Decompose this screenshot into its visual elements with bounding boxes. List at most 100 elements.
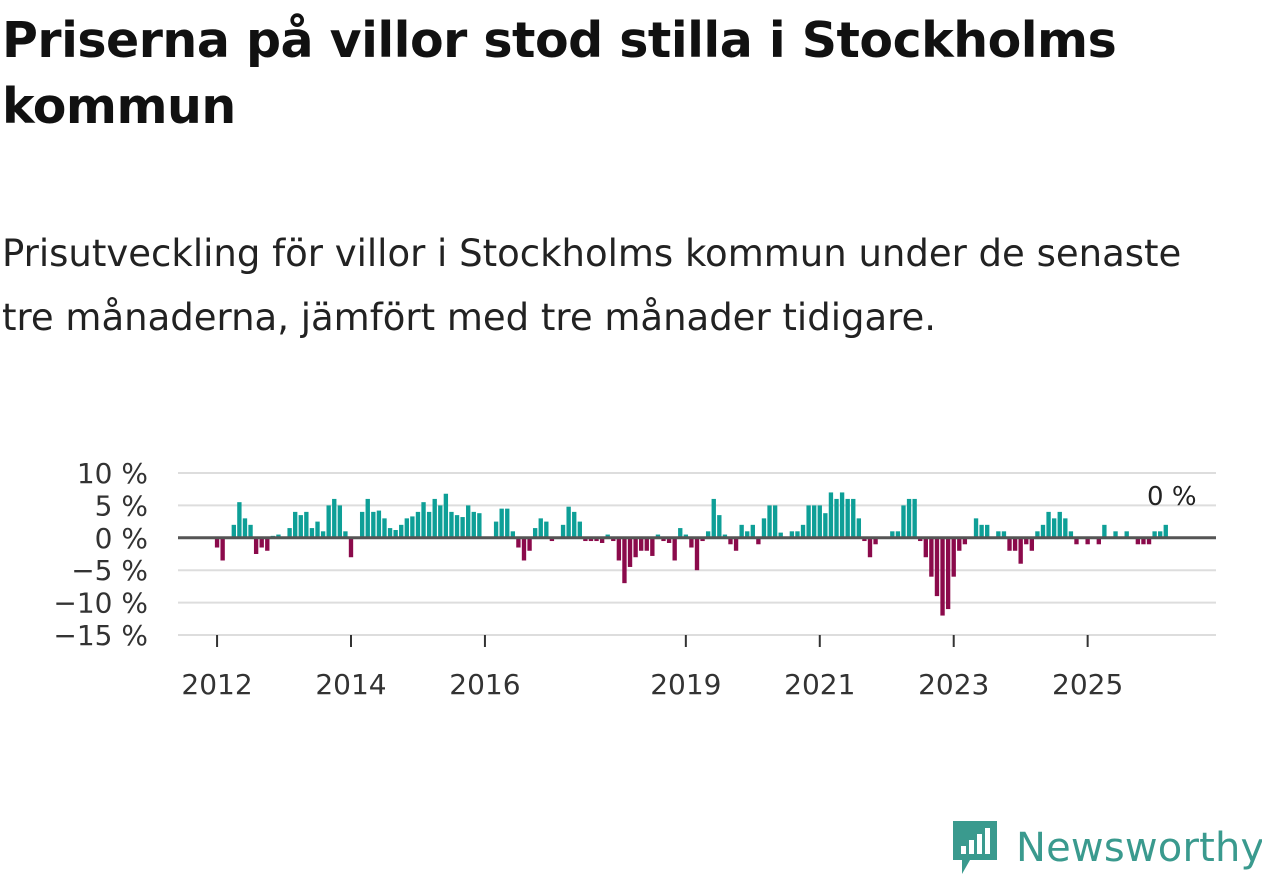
bar — [728, 537, 733, 545]
bar — [912, 498, 917, 538]
bar — [410, 516, 415, 538]
x-axis-ticks: 2012 2014 2016 2019 2021 2023 2025 — [181, 635, 1123, 700]
bar — [772, 505, 778, 538]
bar — [705, 531, 711, 538]
newsworthy-logo: Newsworthy — [950, 818, 1262, 878]
bar — [996, 531, 1001, 538]
bar — [438, 505, 443, 538]
bar — [399, 524, 404, 538]
bar — [806, 505, 811, 538]
bar — [906, 498, 912, 538]
bar — [404, 518, 409, 538]
bar — [839, 492, 845, 538]
bar — [834, 498, 839, 538]
bar — [767, 505, 772, 538]
bar — [1085, 537, 1090, 545]
bar — [1035, 531, 1040, 538]
bar — [940, 537, 945, 616]
bar — [1051, 518, 1057, 538]
bar — [1018, 537, 1023, 564]
bar — [745, 531, 750, 538]
bar-chart: 10 %5 %0 %−5 %−10 %−15 % 2012 2014 2016 201… — [53, 457, 1216, 700]
bar — [415, 511, 421, 538]
bar — [510, 531, 516, 538]
x-tick-label: 2016 — [449, 668, 520, 700]
bar — [220, 537, 225, 561]
bar — [1096, 537, 1101, 545]
bar — [611, 537, 616, 542]
bar — [532, 528, 538, 538]
bar — [304, 511, 309, 538]
y-tick-label: −15 % — [53, 619, 148, 652]
bar — [678, 528, 683, 538]
bar — [1040, 524, 1046, 538]
bar — [633, 537, 638, 558]
bar — [689, 537, 694, 548]
bar — [505, 508, 510, 538]
bar — [566, 506, 571, 538]
bar — [817, 505, 822, 538]
bar — [951, 537, 956, 577]
y-tick-label: −5 % — [71, 554, 148, 587]
bar — [761, 518, 767, 538]
chart-subtitle: Prisutveckling för villor i Stockholms k… — [2, 232, 1182, 339]
x-tick-label: 2021 — [784, 668, 855, 700]
bar — [1135, 537, 1141, 545]
bar — [516, 537, 521, 548]
bar — [962, 537, 968, 545]
bar — [376, 510, 382, 538]
bar — [460, 517, 465, 538]
bar — [1029, 537, 1035, 551]
bar — [1068, 531, 1074, 538]
bar — [544, 521, 549, 538]
bar — [683, 534, 689, 538]
bar — [259, 537, 264, 548]
bar — [477, 513, 482, 538]
bar — [449, 511, 454, 538]
bar — [332, 498, 337, 538]
bar — [265, 537, 270, 551]
bar — [1046, 511, 1051, 538]
bar — [756, 537, 761, 545]
x-tick-label: 2023 — [918, 668, 989, 700]
x-tick-label: 2012 — [181, 668, 252, 700]
x-tick-label: 2019 — [650, 668, 721, 700]
bar — [560, 524, 566, 538]
bar — [851, 498, 856, 538]
bar — [309, 528, 315, 538]
bar — [298, 515, 303, 538]
bar — [1057, 511, 1062, 538]
bar — [454, 515, 460, 538]
bar — [873, 537, 878, 545]
y-tick-label: −10 % — [53, 587, 148, 620]
bar — [276, 534, 281, 538]
bar — [599, 537, 605, 543]
bar — [348, 537, 354, 558]
bar — [945, 537, 951, 610]
bar — [1001, 531, 1007, 538]
bar — [387, 528, 393, 538]
bar — [214, 537, 220, 548]
bar — [700, 537, 705, 542]
bar — [795, 531, 800, 538]
bar — [828, 492, 834, 538]
bar — [845, 498, 850, 538]
bar — [973, 518, 979, 538]
bar — [1113, 531, 1118, 538]
bar — [572, 511, 577, 538]
bar — [661, 537, 666, 542]
bar — [862, 537, 867, 542]
bar — [242, 518, 248, 538]
bar — [1012, 537, 1018, 551]
bar — [521, 537, 527, 561]
bar — [293, 511, 298, 538]
y-tick-label: 10 % — [77, 457, 148, 490]
bar — [739, 524, 744, 538]
bar — [644, 537, 649, 551]
bar — [320, 531, 326, 538]
bar — [750, 524, 755, 538]
bar — [1152, 531, 1157, 538]
bar — [901, 505, 906, 538]
chart-title: Priserna på villor stod stilla i Stockho… — [2, 12, 1117, 135]
bar — [722, 534, 728, 538]
